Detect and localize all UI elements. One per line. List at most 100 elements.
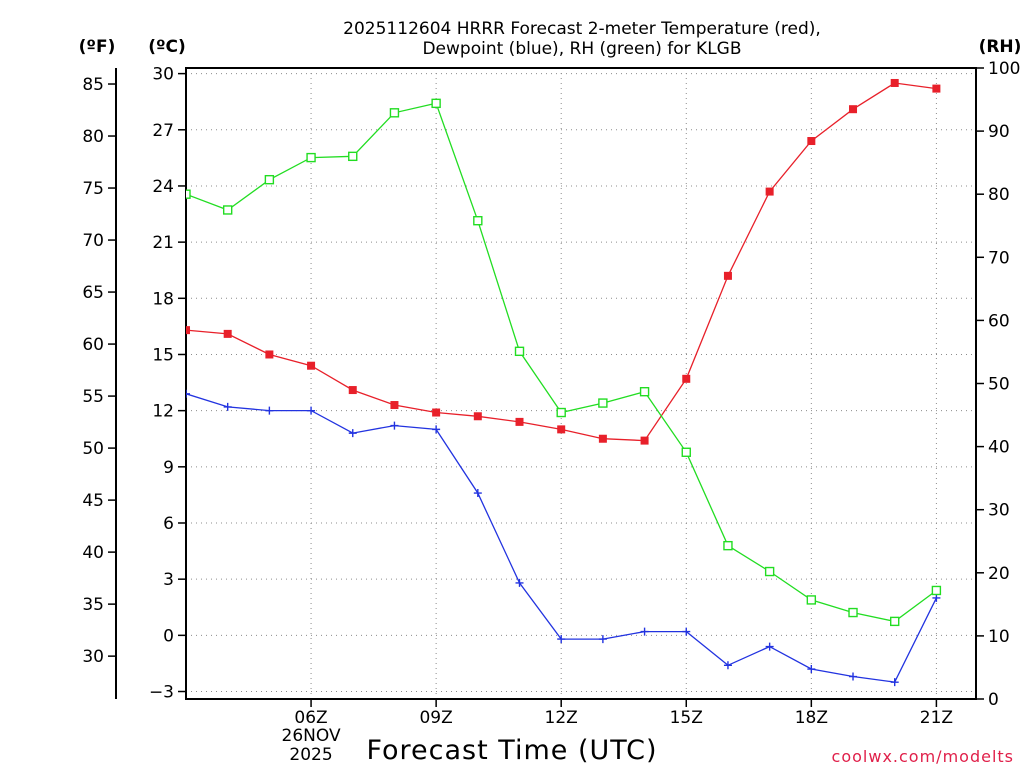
temperature-point xyxy=(807,137,816,146)
dewpoint-point xyxy=(932,593,941,602)
temperature-point xyxy=(682,374,691,383)
y-tick-label-rh: 0 xyxy=(988,690,999,710)
dewpoint-point xyxy=(807,665,816,674)
source-credit: coolwx.com/modelts xyxy=(832,747,1014,766)
chart-title-line2: Dewpoint (blue), RH (green) for KLGB xyxy=(422,39,741,59)
temperature-point xyxy=(348,386,357,395)
y-tick-label-celsius: 18 xyxy=(152,289,174,309)
rh-point xyxy=(890,616,900,627)
y-tick-label-fahrenheit: 60 xyxy=(82,335,104,355)
y-tick-label-fahrenheit: 80 xyxy=(82,127,104,147)
axes: −3 0 3 6 9 12 15 18 21 24 27 30 06Z 09Z 12Z 15Z 18Z 21Z 30… xyxy=(82,59,1020,728)
temperature-point xyxy=(307,361,316,370)
data-series xyxy=(186,78,942,687)
y-tick-label-celsius: 24 xyxy=(152,177,174,197)
y-tick-label-celsius: 9 xyxy=(163,458,174,478)
y-tick-label-fahrenheit: 70 xyxy=(82,231,104,251)
plot-frame xyxy=(185,67,977,700)
x-tick-label: 09Z xyxy=(419,708,452,728)
y-tick-label-fahrenheit: 75 xyxy=(82,179,104,199)
dewpoint-point xyxy=(265,406,274,415)
rh-point xyxy=(348,151,358,162)
series-group xyxy=(186,78,942,687)
temperature-point xyxy=(390,401,399,410)
y-tick-label-fahrenheit: 50 xyxy=(82,439,104,459)
y-tick-label-fahrenheit: 55 xyxy=(82,387,104,407)
dewpoint-point xyxy=(432,425,441,434)
rh-point xyxy=(848,607,858,618)
temperature-point xyxy=(932,84,941,93)
fahrenheit-unit-label: (ºF) xyxy=(79,37,116,57)
y-tick-label-celsius: 6 xyxy=(163,514,174,534)
rh-point xyxy=(389,108,400,118)
y-tick-label-fahrenheit: 45 xyxy=(82,491,104,511)
y-tick-label-rh: 30 xyxy=(988,501,1010,521)
rh-point xyxy=(306,152,316,163)
x-date-year-label: 2025 xyxy=(289,745,332,765)
dewpoint-point xyxy=(473,489,482,498)
y-tick-label-rh: 70 xyxy=(988,248,1010,268)
dewpoint-point xyxy=(640,627,649,636)
chart-title-line1: 2025112604 HRRR Forecast 2-meter Tempera… xyxy=(343,19,821,39)
dewpoint-point xyxy=(723,661,732,670)
temperature-point xyxy=(186,326,190,335)
x-tick-label: 21Z xyxy=(920,708,953,728)
y-tick-label-celsius: 15 xyxy=(152,345,174,365)
rh-point xyxy=(681,447,691,457)
rh-point xyxy=(556,407,566,418)
rh-point xyxy=(931,585,942,596)
y-tick-label-fahrenheit: 30 xyxy=(82,647,104,667)
celsius-unit-label: (ºC) xyxy=(148,37,186,57)
x-axis-title: Forecast Time (UTC) xyxy=(366,735,657,766)
y-tick-label-celsius: 21 xyxy=(152,233,174,253)
y-tick-label-rh: 90 xyxy=(988,122,1010,142)
y-tick-label-celsius: 3 xyxy=(163,570,174,590)
y-tick-label-celsius: 30 xyxy=(152,65,174,85)
rh-point xyxy=(514,346,525,357)
dewpoint-point xyxy=(348,429,357,438)
dewpoint-point xyxy=(515,578,524,587)
grid xyxy=(186,68,976,699)
dewpoint-point xyxy=(598,635,607,644)
y-tick-label-rh: 10 xyxy=(988,627,1010,647)
dewpoint-point xyxy=(765,642,774,651)
y-tick-label-rh: 100 xyxy=(988,59,1020,79)
dewpoint-point xyxy=(307,406,316,415)
temperature-point xyxy=(432,408,441,417)
rh-point xyxy=(723,540,733,551)
dewpoint-point xyxy=(890,678,899,687)
temperature-point xyxy=(723,271,732,280)
y-tick-label-fahrenheit: 40 xyxy=(82,543,104,563)
rh-point xyxy=(186,189,191,199)
temperature-point xyxy=(473,412,482,421)
x-tick-label: 15Z xyxy=(670,708,703,728)
x-tick-label: 18Z xyxy=(795,708,828,728)
rh-point xyxy=(806,595,817,605)
rh-point xyxy=(473,216,483,226)
x-date-day-label: 26NOV xyxy=(282,726,341,746)
rh-point xyxy=(639,387,650,397)
y-tick-label-rh: 50 xyxy=(988,375,1010,395)
rh-point xyxy=(598,398,608,408)
temperature-point xyxy=(890,78,899,87)
y-tick-label-celsius: 0 xyxy=(163,626,174,646)
y-tick-label-rh: 20 xyxy=(988,564,1010,584)
rh-point xyxy=(431,98,441,109)
rh-unit-label: (RH) xyxy=(979,37,1022,57)
temperature-line xyxy=(186,82,937,442)
dewpoint-point xyxy=(557,635,566,644)
temperature-point xyxy=(849,105,858,114)
y-tick-label-rh: 80 xyxy=(988,185,1010,205)
rh-point xyxy=(264,174,275,185)
x-tick-label: 12Z xyxy=(545,708,578,728)
temperature-point xyxy=(515,417,524,426)
temperature-point xyxy=(557,425,566,434)
y-tick-label-fahrenheit: 85 xyxy=(82,75,104,95)
x-tick-label: 06Z xyxy=(294,708,327,728)
dewpoint-point xyxy=(849,672,858,681)
temperature-point xyxy=(598,434,607,443)
y-tick-label-fahrenheit: 35 xyxy=(82,595,104,615)
y-tick-label-celsius: 12 xyxy=(152,402,174,422)
y-tick-label-fahrenheit: 65 xyxy=(82,283,104,303)
